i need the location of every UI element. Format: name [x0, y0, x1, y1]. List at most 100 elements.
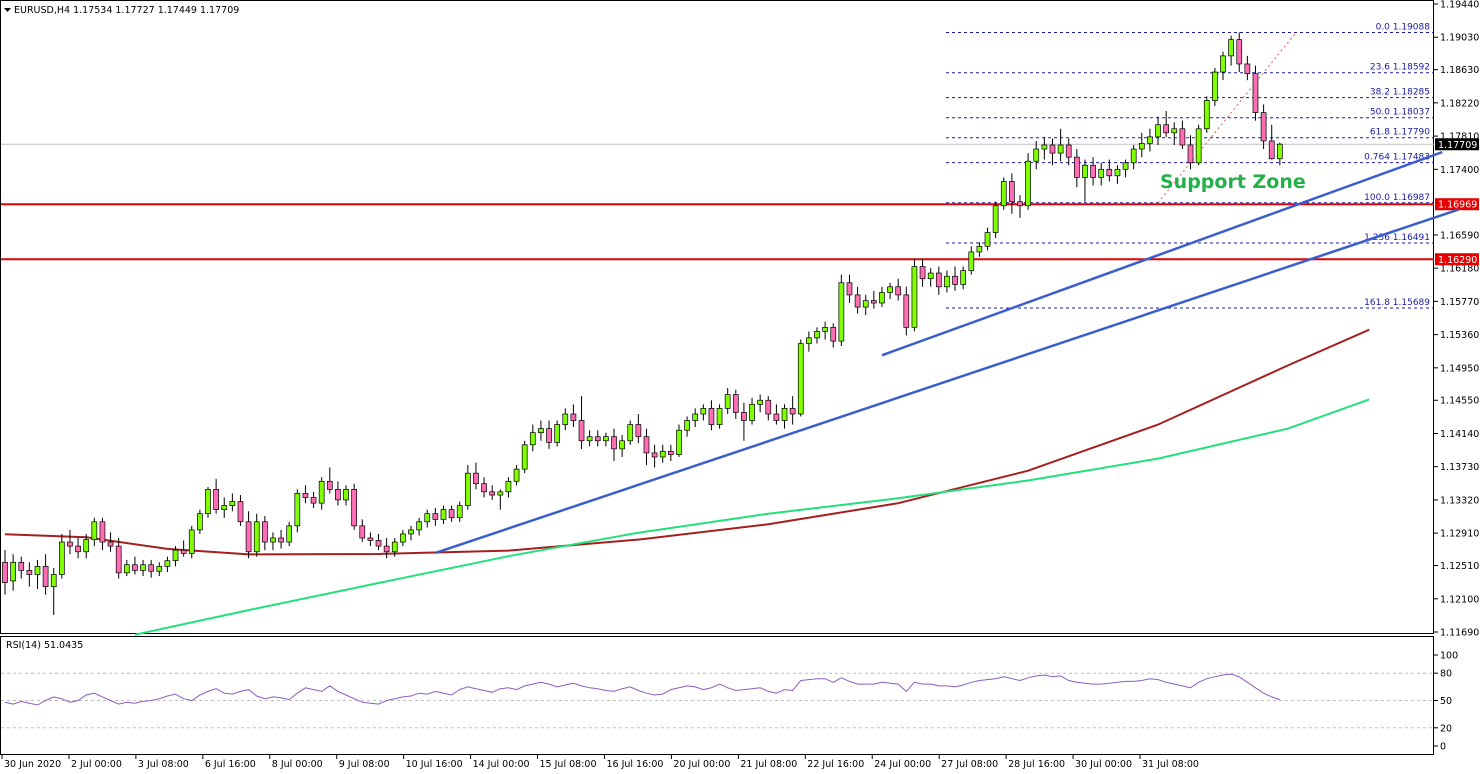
candle-bearish	[578, 420, 585, 442]
candle-bullish	[1195, 128, 1202, 164]
candle-bullish	[619, 440, 625, 450]
candle-bullish	[123, 564, 130, 574]
candle-bullish	[408, 529, 414, 535]
fib-level-label: 38.2 1.18285	[1370, 88, 1430, 98]
trendline-upper[interactable]	[881, 150, 1443, 357]
fib-level-label: 23.6 1.18592	[1370, 63, 1430, 73]
candle-bullish	[1276, 143, 1283, 160]
candle-bullish	[1147, 136, 1153, 144]
time-tick-label: 20 Jul 00:00	[673, 759, 730, 770]
candle-bearish	[594, 436, 601, 442]
candle-bearish	[448, 509, 455, 519]
current-price-label: 1.17709	[1438, 140, 1477, 151]
candle-bullish	[976, 245, 983, 253]
candle-bearish	[1065, 144, 1072, 158]
candle-bullish	[1228, 39, 1234, 57]
candle-bearish	[667, 450, 674, 455]
candle-bullish	[984, 232, 991, 247]
candle-bearish	[1244, 63, 1251, 75]
support-price-label: 1.16290	[1438, 255, 1477, 266]
rsi-plot-frame	[0, 636, 1434, 755]
candle-bullish	[1000, 181, 1007, 207]
candle-bearish	[1268, 140, 1275, 160]
support-price-box	[1435, 198, 1479, 211]
candle-bullish	[58, 541, 65, 575]
candle-bullish	[538, 428, 544, 434]
candle-bullish	[140, 564, 146, 571]
candle-bearish	[1017, 201, 1023, 207]
candle-bullish	[1220, 55, 1226, 73]
fib-swing-line	[1157, 32, 1297, 204]
candle-bullish	[91, 521, 98, 540]
candle-bearish	[741, 412, 747, 421]
candle-bullish	[554, 424, 561, 443]
candle-bearish	[773, 413, 780, 421]
candle-bearish	[1163, 124, 1170, 134]
candle-bearish	[1252, 73, 1259, 113]
candle-bearish	[107, 541, 114, 547]
time-tick-label: 9 Jul 08:00	[339, 759, 390, 770]
time-tick-label: 27 Jul 08:00	[941, 759, 998, 770]
rsi-tick-label: 20	[1440, 723, 1452, 734]
candle-bearish	[213, 489, 219, 510]
candle-bullish	[205, 489, 211, 515]
rsi-line	[4, 673, 1280, 706]
candle-bullish	[1203, 100, 1210, 130]
time-tick-label: 14 Jul 00:00	[473, 759, 530, 770]
candle-bearish	[375, 540, 382, 547]
price-tick-label: 1.15770	[1440, 297, 1479, 308]
symbol-ohlc-header: EURUSD,H4 1.17534 1.17727 1.17449 1.1770…	[14, 5, 239, 16]
fibonacci-retracement[interactable]: 0.0 1.19088 23.6 1.18592 38.2 1.18285 50.0 …	[946, 23, 1433, 309]
candle-bullish	[456, 505, 463, 519]
main-plot-frame	[0, 0, 1434, 634]
candle-bearish	[846, 282, 853, 296]
trendline-lower[interactable]	[434, 208, 1459, 555]
candle-bearish	[546, 428, 552, 443]
candle-bearish	[732, 394, 739, 413]
trendlines[interactable]	[434, 150, 1459, 555]
candle-bullish	[10, 561, 16, 582]
candle-bullish	[968, 251, 975, 271]
rsi-header: RSI(14) 51.0435	[6, 640, 83, 651]
time-tick-label: 6 Jul 16:00	[205, 759, 256, 770]
candle-bullish	[1025, 160, 1031, 207]
candle-bullish	[562, 413, 569, 425]
candle-bullish	[1082, 164, 1088, 178]
candle-bearish	[570, 413, 577, 421]
current-price-box	[1435, 138, 1479, 151]
candle-bullish	[50, 574, 57, 587]
candle-bearish	[643, 436, 650, 454]
price-tick-label: 1.16180	[1440, 264, 1479, 275]
candle-bullish	[1212, 71, 1218, 101]
price-tick-label: 1.19440	[1440, 0, 1479, 11]
candle-bearish	[789, 408, 796, 415]
candle-bullish	[197, 513, 203, 531]
candle-bullish	[286, 525, 293, 543]
candle-bullish	[757, 399, 764, 405]
time-tick-label: 3 Jul 08:00	[138, 759, 189, 770]
candle-bullish	[838, 282, 845, 342]
candle-bearish	[611, 436, 617, 450]
fib-level-label: 0.764 1.17483	[1364, 153, 1430, 163]
candle-bearish	[854, 294, 861, 308]
candle-bullish	[497, 491, 504, 496]
candle-bullish	[529, 432, 536, 446]
candle-bullish	[781, 408, 788, 421]
time-tick-label: 10 Jul 16:00	[406, 759, 463, 770]
candle-bearish	[935, 272, 942, 288]
candlesticks	[2, 32, 1283, 615]
moving-average-green	[134, 398, 1370, 636]
fib-level-label: 0.0 1.19088	[1376, 23, 1431, 33]
price-tick-label: 1.12910	[1440, 529, 1479, 540]
candle-bullish	[521, 444, 528, 470]
candle-bullish	[1057, 144, 1064, 154]
candle-bullish	[253, 521, 260, 553]
candle-bearish	[383, 545, 390, 553]
time-tick-label: 16 Jul 16:00	[606, 759, 663, 770]
chart-menu-triangle-icon[interactable]	[4, 8, 11, 12]
candle-bearish	[1009, 181, 1015, 203]
support-zone-annotation: Support Zone	[1160, 171, 1306, 193]
support-lines[interactable]: 1.16969 1.16290	[1, 198, 1479, 266]
